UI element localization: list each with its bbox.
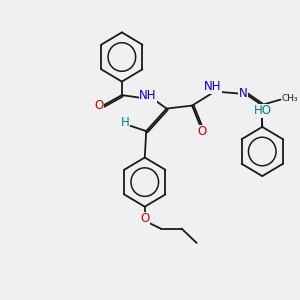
Text: NH: NH (139, 89, 157, 102)
Text: CH₃: CH₃ (282, 94, 298, 103)
Text: H: H (120, 116, 129, 129)
Text: O: O (198, 125, 207, 138)
Text: O: O (94, 99, 103, 112)
Text: O: O (140, 212, 149, 225)
Text: N: N (239, 87, 248, 100)
Text: HO: HO (254, 104, 272, 117)
Text: NH: NH (204, 80, 221, 93)
